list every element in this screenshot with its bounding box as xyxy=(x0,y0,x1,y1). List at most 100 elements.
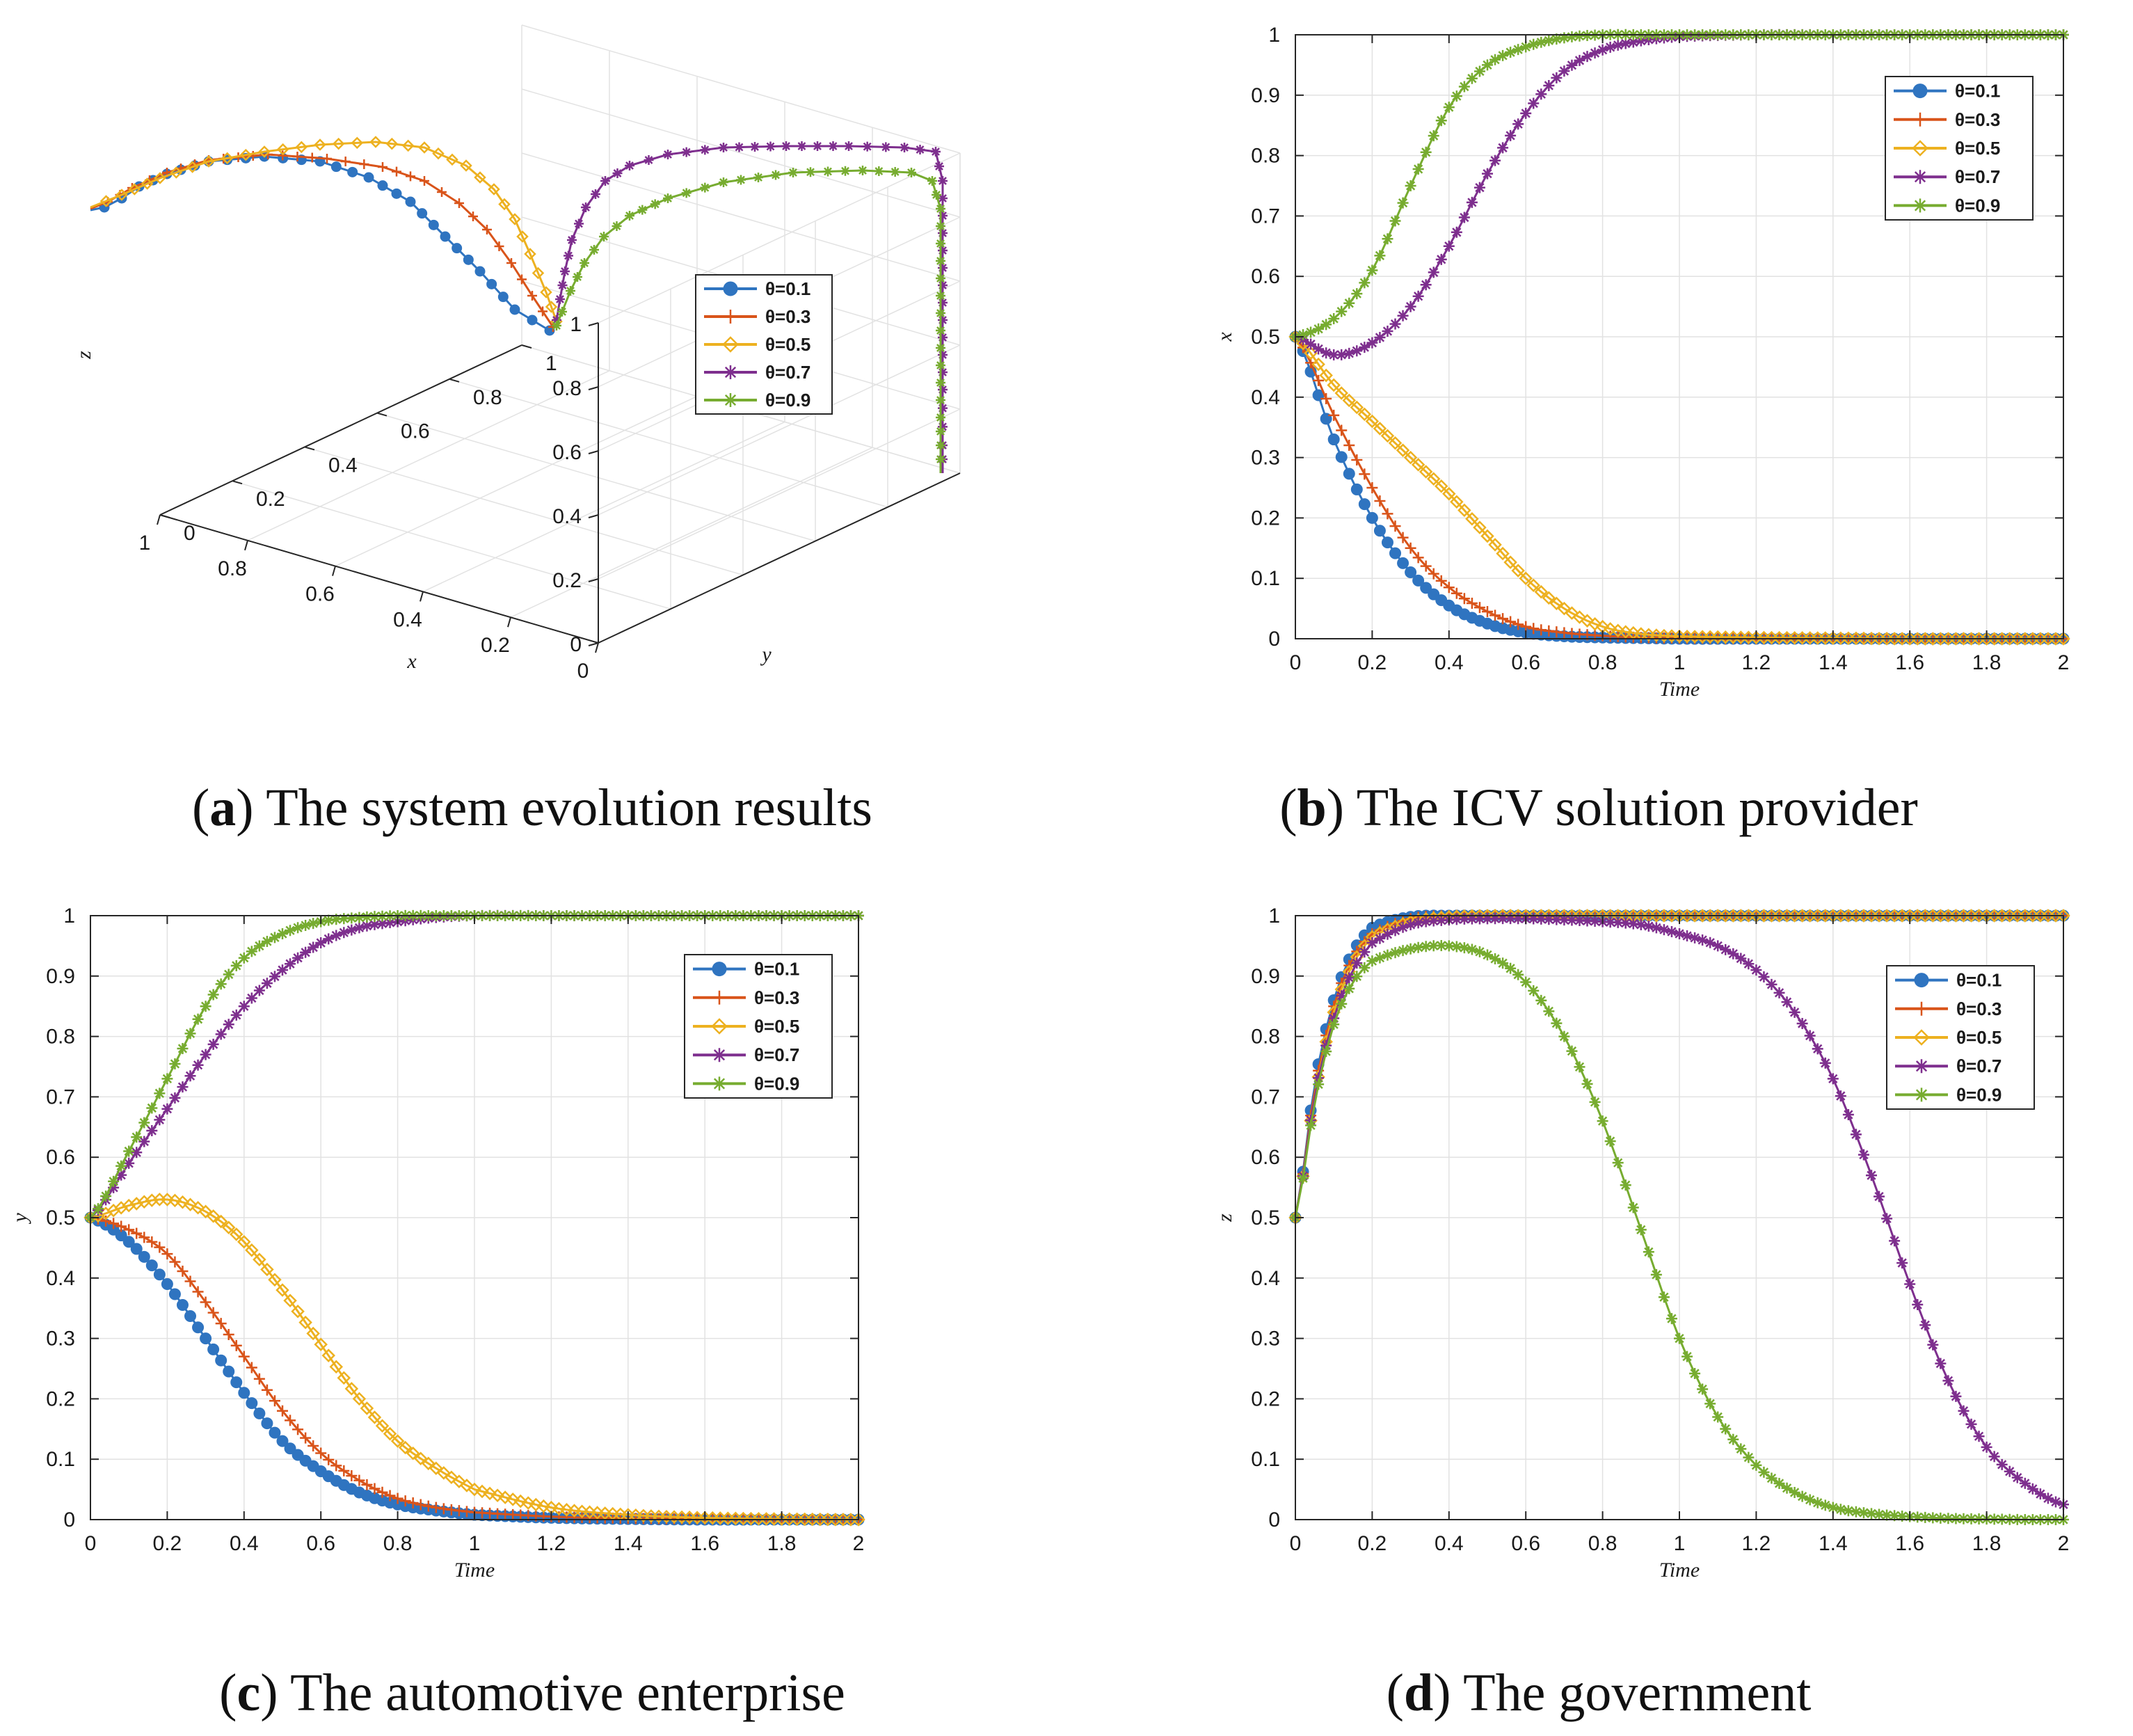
marker-plus xyxy=(330,1460,342,1472)
marker-star xyxy=(1566,31,1578,42)
marker-star xyxy=(719,177,728,187)
marker-diamond xyxy=(1304,346,1318,360)
series-θ=0.7 xyxy=(1290,913,2069,1511)
marker-dot xyxy=(238,1387,250,1399)
y-tick-label: 0.5 xyxy=(1251,326,1280,349)
marker-star xyxy=(1650,922,1662,934)
marker-plus xyxy=(184,1275,196,1287)
marker-star xyxy=(1919,1319,1931,1331)
marker-star xyxy=(927,176,937,186)
marker-star xyxy=(1881,1509,1893,1521)
marker-diamond xyxy=(1572,610,1587,624)
z-tick xyxy=(588,322,599,326)
x-tick-label: 0.6 xyxy=(305,583,335,606)
marker-star xyxy=(93,1203,104,1215)
y-tick-label: 0.1 xyxy=(46,1448,75,1471)
marker-diamond xyxy=(1311,357,1325,372)
marker-diamond xyxy=(175,1195,190,1209)
marker-star xyxy=(2042,1492,2054,1504)
marker-star xyxy=(1874,1508,1885,1520)
marker-star xyxy=(1581,51,1593,63)
marker-star xyxy=(138,1136,150,1147)
marker-diamond xyxy=(202,155,215,168)
marker-star xyxy=(1435,939,1447,951)
marker-diamond xyxy=(352,1392,367,1406)
trajectory-line xyxy=(90,153,554,328)
x-axis-label: Time xyxy=(454,1559,495,1582)
marker-star xyxy=(1336,998,1348,1010)
panel-c-chart: 0 0.2 0.4 0.6 0.8 1 1.2 1.4 1.6 1.8 2 0 0.1 0.2 0.3 0.4… xyxy=(8,905,865,1582)
marker-star xyxy=(1466,196,1478,208)
y-tick-label: 1 xyxy=(1268,905,1280,927)
marker-diamond xyxy=(314,1337,328,1352)
marker-diamond xyxy=(429,1461,443,1475)
marker-star xyxy=(1397,921,1409,933)
marker-star xyxy=(936,427,945,436)
marker-star xyxy=(1412,164,1424,175)
marker-plus xyxy=(1505,616,1517,628)
marker-dot xyxy=(405,196,416,207)
legend-label: θ=0.5 xyxy=(754,1016,799,1037)
y-tick-label: 0.9 xyxy=(1251,965,1280,988)
marker-diamond xyxy=(1319,368,1333,383)
marker-plus xyxy=(307,152,317,163)
marker-diamond xyxy=(115,189,128,201)
marker-star xyxy=(1374,250,1386,262)
marker-star xyxy=(1305,338,1317,350)
legend-label: θ=0.3 xyxy=(1955,109,2000,130)
marker-star xyxy=(1627,1202,1639,1213)
marker-dot xyxy=(223,1365,235,1378)
marker-star xyxy=(361,920,373,932)
x-tick-label: 1.6 xyxy=(1895,1532,1924,1555)
marker-star xyxy=(1915,1088,1928,1102)
marker-star xyxy=(353,911,365,923)
marker-diamond xyxy=(191,1200,205,1215)
marker-star xyxy=(1735,1443,1747,1455)
x-tick-label: 0.2 xyxy=(481,634,510,657)
caption-c: (c) The automotive enterprise xyxy=(219,1664,845,1722)
marker-plus xyxy=(392,166,401,177)
marker-star xyxy=(1351,957,1363,969)
marker-star xyxy=(1328,1012,1340,1024)
marker-star xyxy=(936,343,945,353)
y-tick-label: 0.8 xyxy=(1251,145,1280,168)
marker-plus xyxy=(538,306,548,317)
marker-diamond xyxy=(260,1262,274,1277)
y-axis-label: x xyxy=(1213,332,1236,342)
marker-dot xyxy=(176,1298,189,1311)
marker-star xyxy=(1405,943,1416,955)
marker-star xyxy=(1566,59,1578,71)
marker-plus xyxy=(353,1474,365,1486)
marker-diamond xyxy=(314,138,326,151)
marker-plus xyxy=(1412,552,1424,564)
marker-star xyxy=(1543,914,1555,925)
marker-star xyxy=(1359,946,1371,958)
y-axis-label: y xyxy=(8,1213,31,1225)
marker-star xyxy=(223,1019,234,1030)
marker-diamond xyxy=(1480,529,1494,543)
grid-floor-y xyxy=(232,480,671,610)
marker-star xyxy=(1528,985,1540,996)
marker-star xyxy=(840,166,850,176)
marker-plus xyxy=(1913,112,1927,127)
marker-dot xyxy=(391,188,402,199)
marker-diamond xyxy=(483,1486,497,1501)
x-tick-label: 1.2 xyxy=(1742,651,1771,674)
marker-diamond xyxy=(332,137,345,150)
marker-star xyxy=(771,170,781,180)
marker-diamond xyxy=(258,145,271,158)
grid-floor-y xyxy=(449,379,888,508)
marker-star xyxy=(1359,342,1371,353)
marker-star xyxy=(936,291,945,301)
marker-star xyxy=(580,258,589,268)
marker-star xyxy=(1473,913,1485,925)
marker-diamond xyxy=(524,248,536,260)
marker-diamond xyxy=(516,230,529,243)
marker-dot xyxy=(215,1354,227,1367)
marker-star xyxy=(1512,969,1524,980)
marker-diamond xyxy=(1549,596,1564,611)
marker-star xyxy=(1412,290,1424,302)
marker-dot xyxy=(527,314,538,326)
legend-label: θ=0.3 xyxy=(765,306,810,327)
marker-star xyxy=(1819,1499,1831,1511)
